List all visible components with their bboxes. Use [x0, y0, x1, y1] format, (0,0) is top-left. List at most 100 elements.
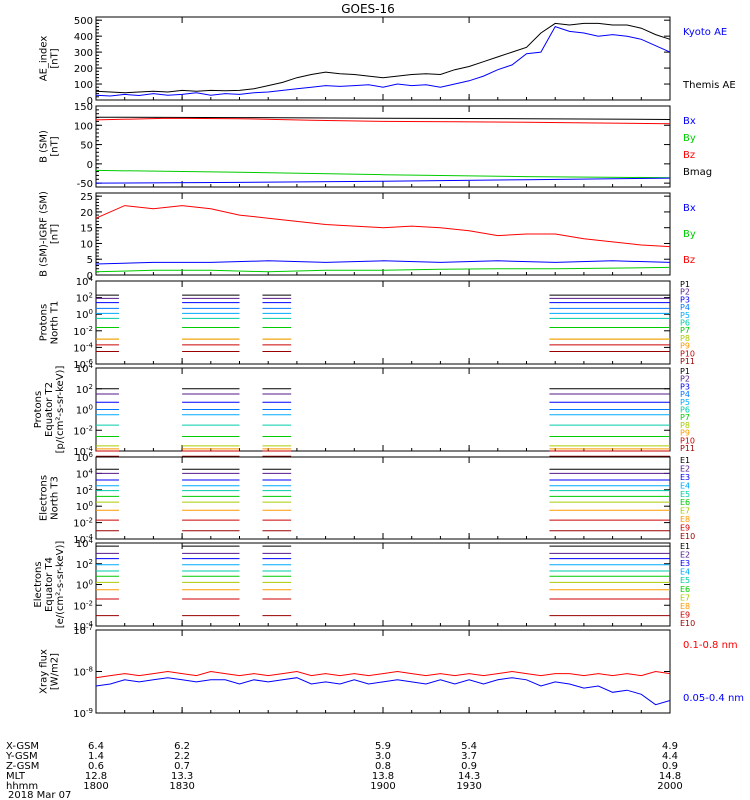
- ae-legend-entry: Themis AE: [682, 80, 736, 91]
- ephemeris-row-value: 6.2: [174, 741, 190, 752]
- e_e-ytick-label: 104: [76, 537, 94, 550]
- p_n-ytick-label: 10-4: [73, 341, 93, 354]
- e_n-legend-e5: E5: [680, 490, 690, 499]
- p_n-legend-p10: P10: [680, 349, 695, 358]
- ephemeris-row-value: 14.8: [659, 771, 681, 782]
- ephemeris-row-value: 0.9: [662, 761, 678, 772]
- p_n-legend-p11: P11: [680, 357, 695, 366]
- bsm-ytick-label: 100: [74, 121, 93, 132]
- e_n-legend-e8: E8: [680, 515, 690, 524]
- e_n-ytick-label: 102: [76, 484, 93, 497]
- p_e-ylabel: Equator T2: [44, 382, 55, 437]
- p_e-ytick-label: 104: [76, 362, 94, 375]
- ephemeris-row-value: 4.9: [662, 741, 678, 752]
- e_e-ytick-label: 100: [76, 579, 93, 592]
- e_n-ytick-label: 100: [76, 500, 93, 513]
- bdiff-ytick-label: 10: [80, 239, 93, 250]
- ephemeris-row-value: 3.7: [461, 751, 477, 762]
- p_n-ylabel: North T1: [50, 301, 61, 345]
- ephemeris-row-label: X-GSM: [6, 741, 39, 752]
- bdiff-legend-entry: Bz: [683, 255, 695, 266]
- e_e-ylabel: [e/(cm²-s-sr-keV)]: [55, 541, 66, 629]
- p_n-ytick-label: 102: [76, 292, 93, 305]
- xray-ytick-label: 10-7: [73, 624, 93, 637]
- p_e-legend-p10: P10: [680, 436, 695, 445]
- ephemeris-row-value: 2000: [657, 781, 682, 792]
- p_n-ytick-label: 104: [76, 275, 94, 288]
- bsm-ytick-label: -50: [77, 179, 93, 190]
- ephemeris-row-value: 0.8: [375, 761, 391, 772]
- e_n-legend-e7: E7: [680, 507, 690, 516]
- e_e-ylabel: Equator T4: [44, 557, 55, 612]
- e_e-legend-e1: E1: [680, 542, 690, 551]
- ephemeris-row-value: 1930: [456, 781, 481, 792]
- p_e-ytick-label: 10-2: [73, 424, 93, 437]
- ephemeris-row-value: 13.8: [372, 771, 394, 782]
- ae-ytick-label: 300: [74, 48, 93, 59]
- e_n-ytick-label: 10-2: [73, 517, 93, 530]
- ephemeris-row-value: 1900: [370, 781, 395, 792]
- p_e-legend-p5: P5: [680, 398, 690, 407]
- e_e-legend-e8: E8: [680, 602, 690, 611]
- xray-ytick-label: 10-9: [73, 707, 93, 720]
- ephemeris-row-value: 2.2: [174, 751, 190, 762]
- bsm-ytick-label: 0: [87, 160, 93, 171]
- bsm-ytick-label: 50: [80, 141, 93, 152]
- bsm-series-bmag: [95, 116, 671, 120]
- bsm-legend-entry: By: [683, 133, 696, 144]
- e_n-legend-e4: E4: [680, 481, 690, 490]
- bsm-ylabel: B (SM): [39, 130, 50, 163]
- xray-legend-entry: 0.1-0.8 nm: [683, 640, 738, 651]
- date-label: 2018 Mar 07: [8, 790, 71, 800]
- ephemeris-row-label: Z-GSM: [6, 761, 39, 772]
- ephemeris-row-value: 1.4: [88, 751, 104, 762]
- xray-ytick-label: 10-8: [73, 666, 93, 679]
- p_n-legend-p9: P9: [680, 342, 690, 351]
- e_e-legend-e10: E10: [680, 619, 695, 628]
- ephemeris-row-value: 5.4: [461, 741, 477, 752]
- e_n-ytick-label: 106: [76, 451, 94, 464]
- p_e-ylabel: [p/(cm²-s-sr-keV)]: [55, 366, 66, 454]
- p_n-legend-p1: P1: [680, 280, 690, 289]
- bdiff-series-bx: [95, 260, 671, 265]
- ephemeris-row-value: 14.3: [458, 771, 480, 782]
- e_n-ylabel: Electrons: [39, 475, 50, 521]
- p_n-ytick-label: 100: [76, 308, 93, 321]
- p_n-legend-p4: P4: [680, 303, 690, 312]
- e_e-ylabel: Electrons: [33, 561, 44, 607]
- ephemeris-row-value: 13.3: [171, 771, 193, 782]
- p_e-legend-p8: P8: [680, 421, 690, 430]
- bsm-series-bz: [95, 117, 671, 125]
- e_n-ytick-label: 104: [76, 467, 94, 480]
- e_e-legend-e7: E7: [680, 593, 690, 602]
- ephemeris-row-label: Y-GSM: [5, 751, 38, 762]
- e_e-legend-e9: E9: [680, 610, 690, 619]
- e_n-ylabel: North T3: [50, 476, 61, 520]
- plot-title: GOES-16: [341, 2, 395, 16]
- xray-series-0-05-0-4-nm: [95, 677, 671, 706]
- p_e-legend-p4: P4: [680, 390, 690, 399]
- e_n-legend-e6: E6: [680, 498, 690, 507]
- e_n-legend-e3: E3: [680, 473, 690, 482]
- bdiff-ytick-label: 25: [80, 192, 93, 203]
- e_e-legend-e6: E6: [680, 585, 690, 594]
- p_e-ytick-label: 10-4: [73, 445, 93, 458]
- ephemeris-row-value: 12.8: [85, 771, 107, 782]
- ephemeris-row-value: 0.7: [174, 761, 190, 772]
- p_n-legend-p5: P5: [680, 311, 690, 320]
- bdiff-ylabel: [nT]: [50, 224, 61, 244]
- p_n-legend-p2: P2: [680, 288, 690, 297]
- p_n-ylabel: Protons: [39, 304, 50, 341]
- p_e-ytick-label: 102: [76, 383, 93, 396]
- e_n-legend-e9: E9: [680, 524, 690, 533]
- ephemeris-row-value: 3.0: [375, 751, 391, 762]
- p_e-legend-p9: P9: [680, 429, 690, 438]
- e_e-ytick-label: 10-2: [73, 599, 93, 612]
- bsm-series-bx: [95, 177, 671, 184]
- ae-series-kyoto-ae: [95, 25, 671, 97]
- bdiff-ytick-label: 0: [87, 271, 93, 282]
- p_e-legend-p3: P3: [680, 382, 690, 391]
- p_n-legend-p3: P3: [680, 295, 690, 304]
- p_n-legend-p8: P8: [680, 334, 690, 343]
